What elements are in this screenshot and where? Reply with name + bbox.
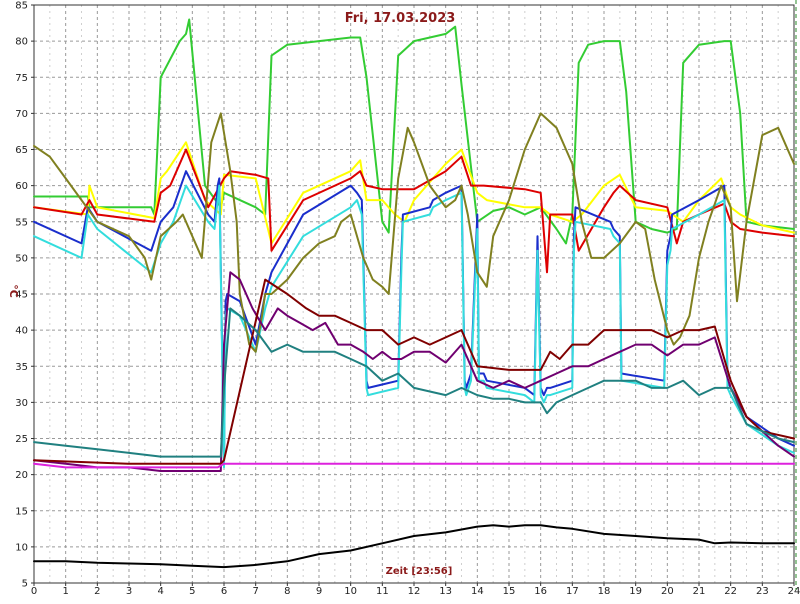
y-tick-label: 85 [15,1,28,12]
y-tick-label: 30 [15,398,28,409]
x-tick-label: 4 [157,586,163,597]
x-tick-label: 21 [693,586,706,597]
y-tick-label: 80 [15,37,28,48]
series-line-8 [33,278,795,465]
y-tick-label: 50 [15,253,28,264]
y-axis-label: °C [7,284,20,298]
x-tick-label: 8 [284,586,290,597]
grid-layer [34,5,794,583]
series-line-6 [33,112,795,353]
x-tick-label: 23 [756,586,769,597]
x-tick-label: 10 [344,586,357,597]
x-tick-label: 18 [598,586,611,597]
y-tick-label: 45 [15,290,28,301]
x-tick-label: 20 [661,586,674,597]
y-tick-label: 40 [15,326,28,337]
x-tick-label: 5 [189,586,195,597]
series-line-3 [33,148,795,274]
x-tick-label: 0 [31,586,37,597]
x-tick-label: 9 [316,586,322,597]
x-tick-label: 16 [534,586,547,597]
chart-title: Fri, 17.03.2023 [345,11,456,26]
x-tick-label: 19 [629,586,642,597]
x-tick-label: 17 [566,586,579,597]
x-tick-label: 12 [408,586,421,597]
series-layer [33,18,795,569]
y-tick-label: 25 [15,434,28,445]
series-line-7 [33,271,795,472]
y-tick-label: 65 [15,145,28,156]
series-line-10 [33,462,795,469]
x-tick-label: 1 [62,586,68,597]
x-tick-label: 15 [503,586,516,597]
x-tick-label: 24 [788,586,800,597]
x-tick-label: 14 [471,586,484,597]
series-line-11 [33,524,795,569]
x-axis-label: Zeit [23:56] [386,566,453,577]
y-tick-label: 35 [15,362,28,373]
x-tick-label: 3 [126,586,132,597]
y-tick-label: 20 [15,470,28,481]
y-tick-label: 55 [15,217,28,228]
y-tick-label: 70 [15,109,28,120]
x-tick-label: 2 [94,586,100,597]
y-tick-label: 75 [15,73,28,84]
x-tick-label: 11 [376,586,389,597]
y-tick-label: 10 [15,542,28,553]
y-tick-label: 60 [15,181,28,192]
x-tick-label: 6 [221,586,227,597]
series-line-9 [33,307,795,458]
tick-layer: 0 1 2 3 4 5 6 7 8 9 10 11 12 13 14 15 16 17 18 19 20 21 22 23 24… [15,1,800,598]
y-tick-label: 15 [15,506,28,517]
x-tick-label: 13 [439,586,452,597]
x-tick-label: 7 [252,586,258,597]
x-tick-label: 22 [724,586,737,597]
y-tick-label: 5 [22,579,28,590]
